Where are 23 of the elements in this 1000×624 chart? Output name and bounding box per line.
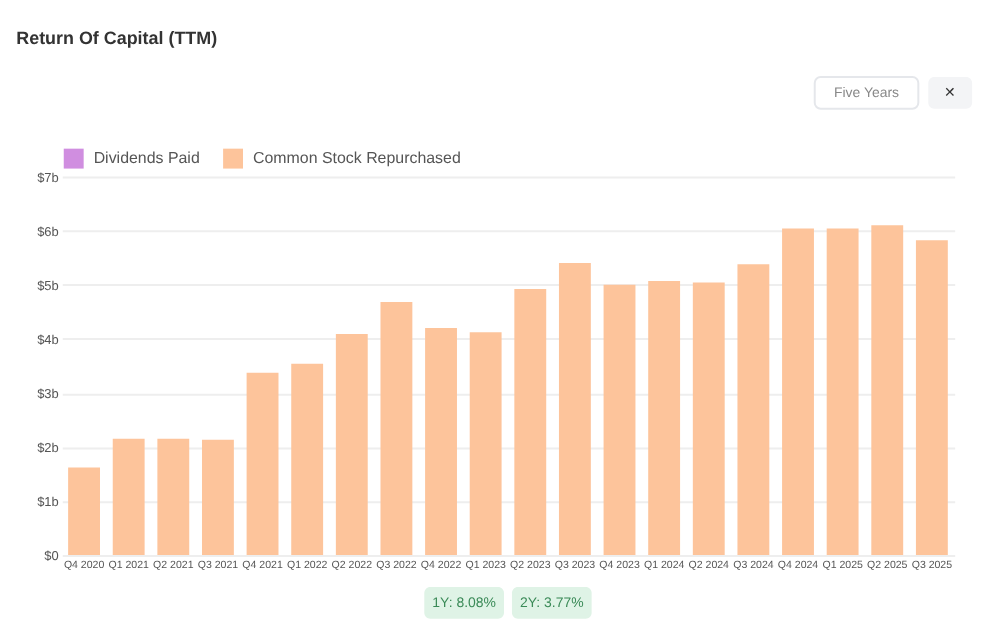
bar xyxy=(514,289,547,556)
bar xyxy=(425,327,457,556)
bar xyxy=(737,264,770,556)
bar xyxy=(915,240,948,556)
legend-label: Dividends Paid xyxy=(93,148,200,167)
bar xyxy=(558,263,591,556)
bar xyxy=(692,282,725,556)
bar xyxy=(157,438,190,556)
bar xyxy=(782,228,814,556)
bar xyxy=(112,438,145,556)
bar xyxy=(291,363,324,556)
bar xyxy=(246,372,279,556)
bar xyxy=(469,332,502,556)
bar xyxy=(68,467,100,556)
chart-title: Return Of Capital (TTM) xyxy=(16,28,218,49)
legend-label: Common Stock Repurchased xyxy=(252,148,461,167)
bar xyxy=(380,301,413,556)
bar xyxy=(201,439,234,556)
bar xyxy=(826,228,859,556)
bar xyxy=(603,284,636,556)
bar xyxy=(871,225,904,556)
bar xyxy=(335,333,368,556)
bar xyxy=(648,280,681,556)
